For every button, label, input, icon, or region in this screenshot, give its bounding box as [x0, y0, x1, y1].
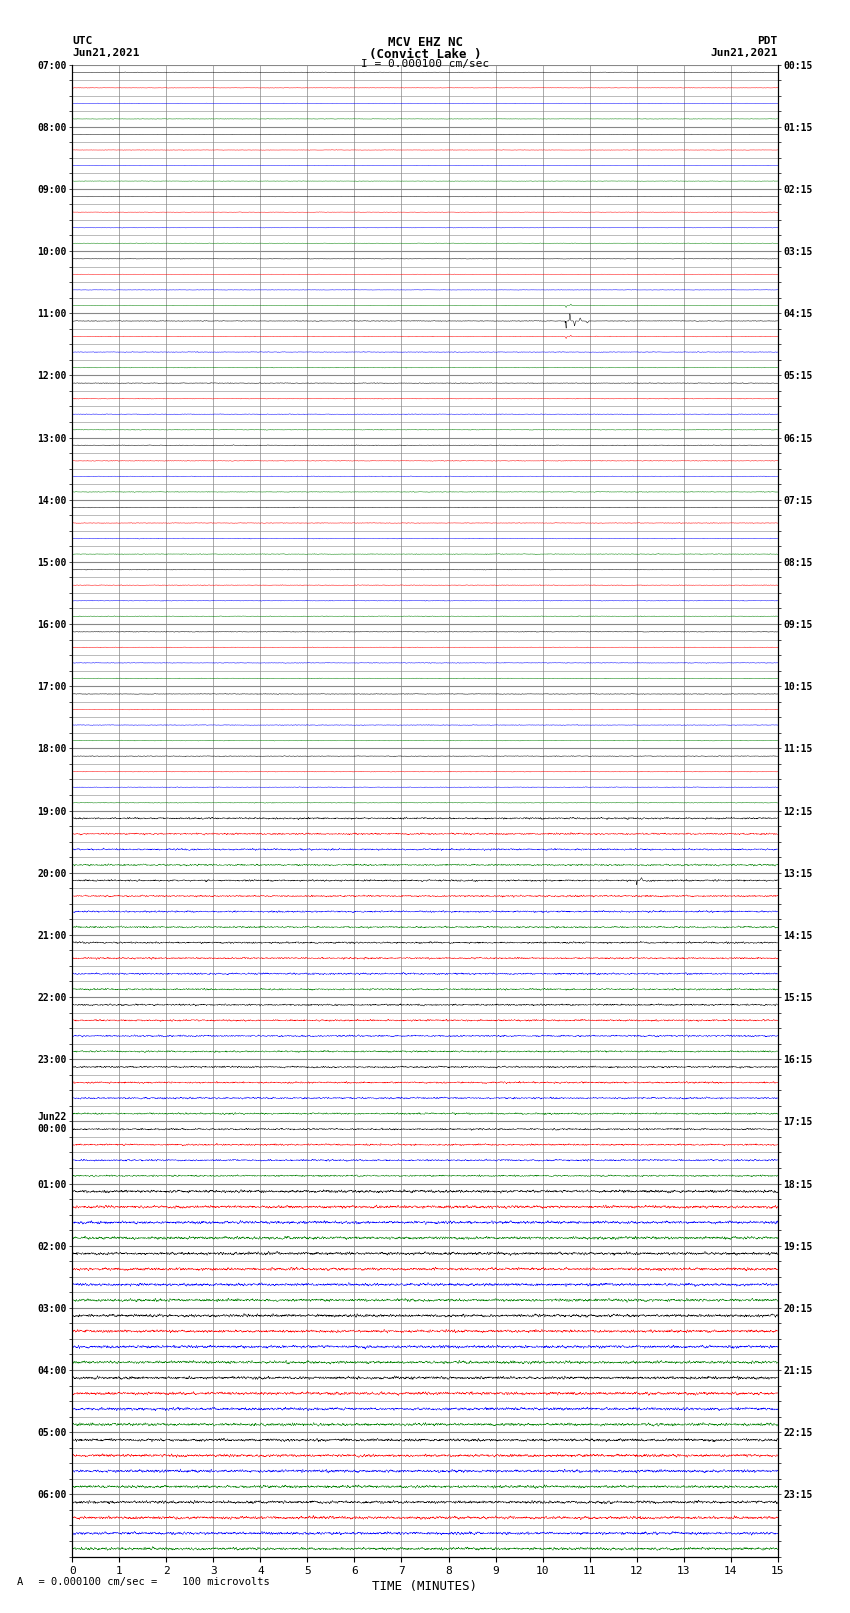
Text: Jun21,2021: Jun21,2021 [711, 47, 778, 58]
Text: (Convict Lake ): (Convict Lake ) [369, 47, 481, 61]
Text: PDT: PDT [757, 37, 778, 47]
X-axis label: TIME (MINUTES): TIME (MINUTES) [372, 1581, 478, 1594]
Text: UTC: UTC [72, 37, 93, 47]
Text: = 0.000100 cm/sec =    100 microvolts: = 0.000100 cm/sec = 100 microvolts [26, 1578, 269, 1587]
Text: MCV EHZ NC: MCV EHZ NC [388, 37, 462, 50]
Text: Jun21,2021: Jun21,2021 [72, 47, 139, 58]
Text: A: A [17, 1578, 23, 1587]
Text: I = 0.000100 cm/sec: I = 0.000100 cm/sec [361, 58, 489, 69]
